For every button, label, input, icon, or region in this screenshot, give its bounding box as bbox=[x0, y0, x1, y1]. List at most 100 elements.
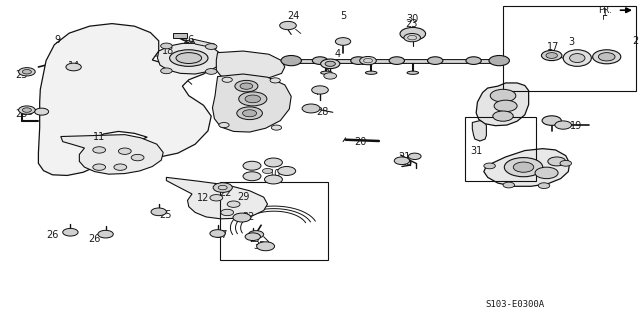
Text: 26: 26 bbox=[88, 234, 101, 244]
Circle shape bbox=[312, 86, 328, 94]
Circle shape bbox=[205, 44, 217, 49]
Text: 23: 23 bbox=[15, 70, 28, 80]
Bar bbox=[503, 6, 636, 91]
Circle shape bbox=[161, 43, 172, 49]
Text: 3: 3 bbox=[568, 37, 574, 47]
Circle shape bbox=[280, 21, 296, 30]
Circle shape bbox=[535, 167, 558, 179]
Circle shape bbox=[546, 53, 557, 58]
Circle shape bbox=[248, 231, 264, 238]
Text: 18: 18 bbox=[162, 46, 175, 56]
Text: 23: 23 bbox=[360, 57, 373, 67]
Bar bbox=[173, 33, 187, 38]
Text: 2: 2 bbox=[632, 36, 638, 46]
Text: 26: 26 bbox=[46, 230, 59, 241]
Circle shape bbox=[243, 110, 257, 117]
Text: 9: 9 bbox=[54, 34, 61, 45]
Circle shape bbox=[262, 168, 273, 174]
Circle shape bbox=[245, 233, 260, 241]
Circle shape bbox=[243, 161, 261, 170]
Bar bbox=[465, 117, 536, 181]
Circle shape bbox=[63, 228, 78, 236]
Circle shape bbox=[131, 154, 144, 161]
Circle shape bbox=[542, 116, 561, 125]
Text: 31: 31 bbox=[470, 146, 483, 156]
Circle shape bbox=[278, 167, 296, 175]
Text: 23: 23 bbox=[405, 19, 418, 29]
Circle shape bbox=[221, 209, 234, 216]
Polygon shape bbox=[61, 135, 163, 174]
Circle shape bbox=[19, 106, 35, 114]
Ellipse shape bbox=[563, 50, 591, 66]
Text: 10: 10 bbox=[269, 168, 282, 179]
Text: 29: 29 bbox=[237, 192, 250, 202]
Circle shape bbox=[466, 57, 481, 64]
Circle shape bbox=[161, 68, 172, 74]
Circle shape bbox=[428, 57, 443, 64]
Text: 28: 28 bbox=[316, 107, 329, 117]
Text: 23: 23 bbox=[15, 108, 28, 119]
Circle shape bbox=[360, 56, 376, 65]
Text: 30: 30 bbox=[406, 14, 419, 24]
Text: 16: 16 bbox=[182, 35, 195, 45]
Ellipse shape bbox=[176, 53, 202, 63]
Circle shape bbox=[93, 147, 106, 153]
Circle shape bbox=[494, 100, 517, 112]
Ellipse shape bbox=[365, 71, 377, 74]
Circle shape bbox=[408, 153, 421, 160]
Circle shape bbox=[22, 108, 31, 112]
Polygon shape bbox=[484, 149, 570, 186]
Polygon shape bbox=[472, 121, 486, 141]
Circle shape bbox=[118, 148, 131, 154]
Circle shape bbox=[271, 125, 282, 130]
Text: 25: 25 bbox=[159, 210, 172, 220]
Circle shape bbox=[548, 157, 566, 166]
Circle shape bbox=[210, 195, 223, 201]
Text: 12: 12 bbox=[197, 193, 210, 203]
Circle shape bbox=[98, 230, 113, 238]
Circle shape bbox=[22, 70, 31, 74]
Circle shape bbox=[394, 157, 410, 165]
Circle shape bbox=[321, 59, 340, 69]
Text: FR.: FR. bbox=[598, 6, 612, 15]
Ellipse shape bbox=[170, 50, 208, 66]
Text: 15: 15 bbox=[401, 157, 413, 167]
Text: S103-E0300A: S103-E0300A bbox=[485, 300, 544, 309]
Circle shape bbox=[264, 175, 282, 184]
Circle shape bbox=[389, 57, 404, 64]
Circle shape bbox=[213, 183, 232, 192]
Text: 7: 7 bbox=[314, 87, 321, 97]
Polygon shape bbox=[476, 83, 529, 126]
Text: 11: 11 bbox=[93, 131, 106, 142]
Polygon shape bbox=[212, 74, 291, 132]
Circle shape bbox=[513, 162, 534, 172]
Circle shape bbox=[222, 77, 232, 82]
Circle shape bbox=[245, 95, 260, 103]
Circle shape bbox=[240, 83, 253, 89]
Circle shape bbox=[243, 172, 261, 181]
Text: 14: 14 bbox=[67, 61, 80, 71]
Circle shape bbox=[114, 164, 127, 170]
Text: 17: 17 bbox=[547, 42, 559, 52]
Polygon shape bbox=[38, 24, 216, 175]
Text: 6: 6 bbox=[552, 118, 559, 128]
Text: 19: 19 bbox=[570, 121, 582, 131]
Circle shape bbox=[555, 121, 572, 129]
Circle shape bbox=[560, 160, 572, 166]
Text: 27: 27 bbox=[250, 234, 262, 244]
Circle shape bbox=[400, 27, 426, 40]
Circle shape bbox=[233, 213, 251, 222]
Circle shape bbox=[237, 107, 262, 120]
Text: 27: 27 bbox=[215, 230, 228, 240]
Circle shape bbox=[312, 57, 328, 64]
Circle shape bbox=[538, 183, 550, 189]
Circle shape bbox=[257, 242, 275, 251]
Bar bbox=[220, 182, 328, 260]
Circle shape bbox=[227, 201, 240, 207]
Circle shape bbox=[93, 164, 106, 170]
Circle shape bbox=[490, 89, 516, 102]
Text: 13: 13 bbox=[22, 107, 35, 117]
Text: 24: 24 bbox=[287, 11, 300, 21]
Text: 4: 4 bbox=[335, 49, 341, 59]
Circle shape bbox=[598, 53, 615, 61]
